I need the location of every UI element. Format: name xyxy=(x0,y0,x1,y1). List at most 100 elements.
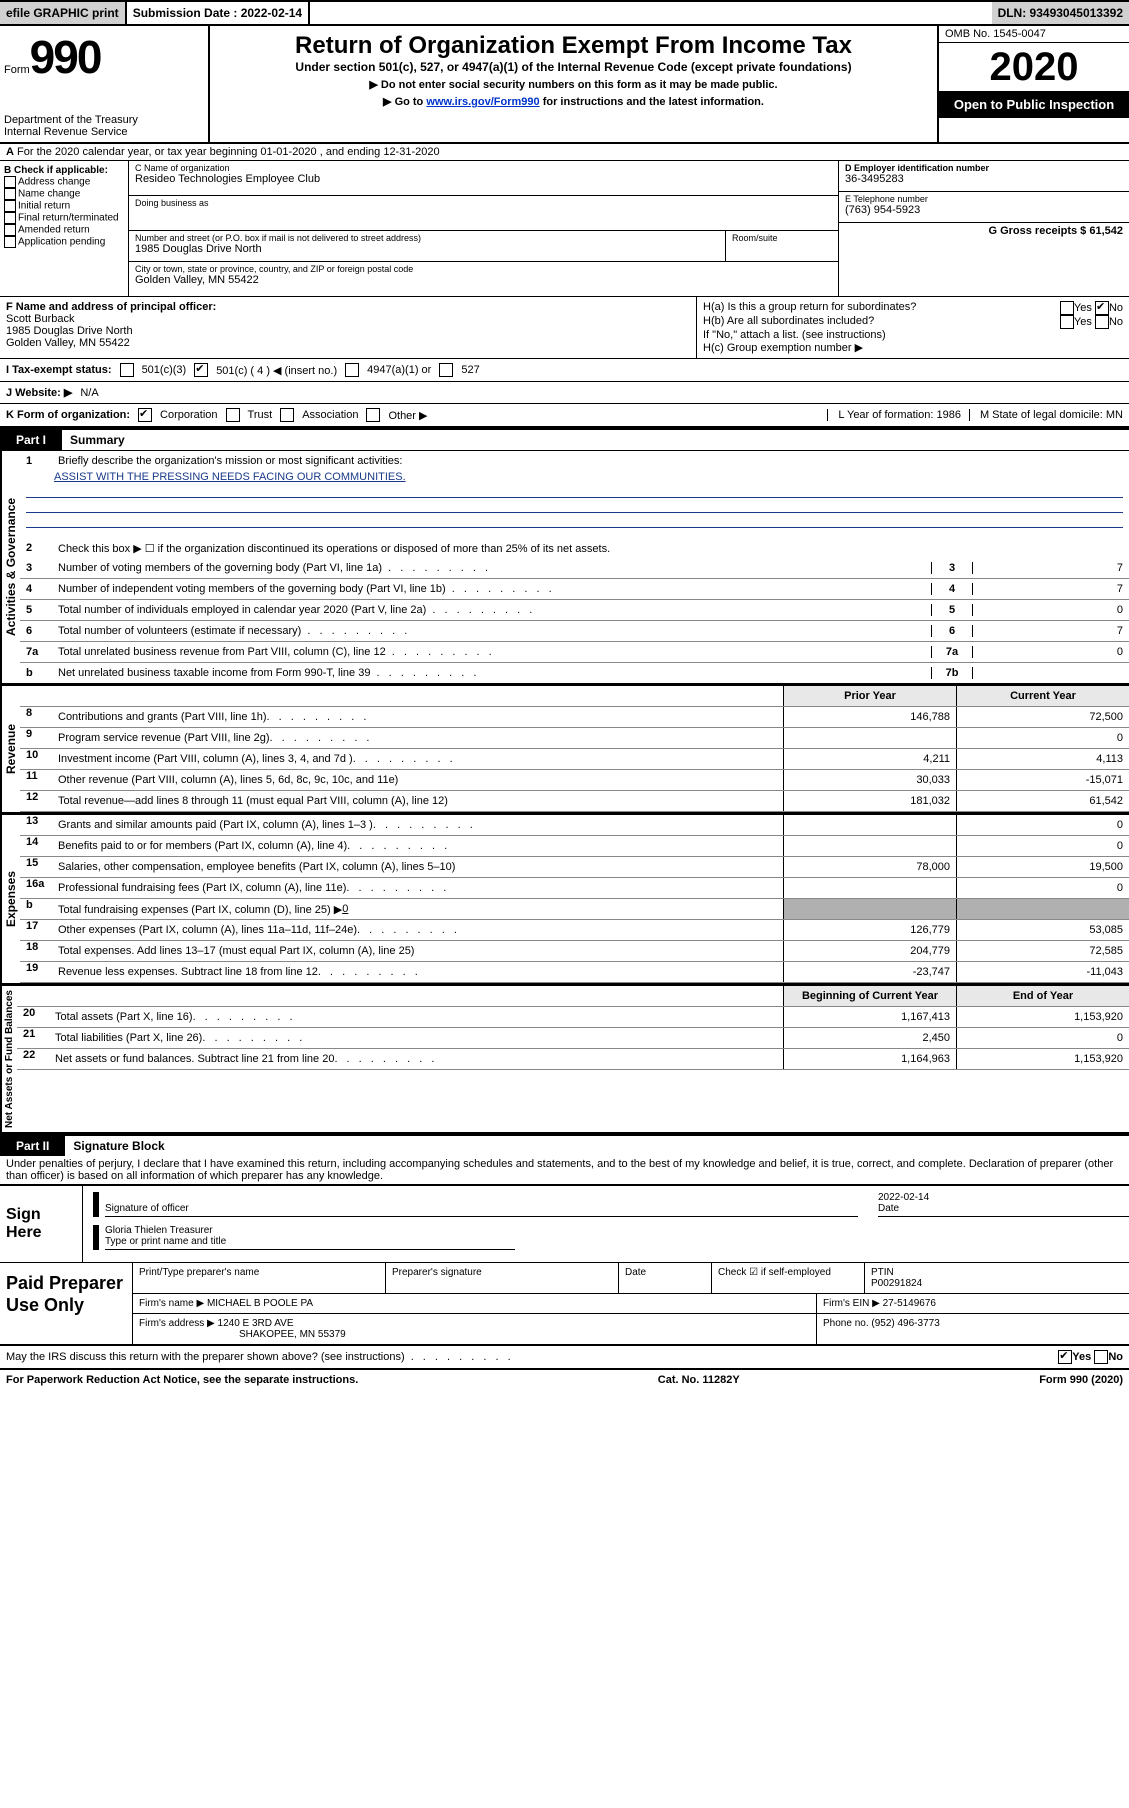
l19-prior: -23,747 xyxy=(784,962,957,982)
revenue-vlabel: Revenue xyxy=(0,686,20,812)
sig-date-value: 2022-02-14 xyxy=(878,1192,929,1203)
chk-527[interactable] xyxy=(439,363,453,377)
l6-val: 7 xyxy=(973,625,1129,637)
firm-ein: 27-5149676 xyxy=(883,1298,936,1309)
ha-yes[interactable] xyxy=(1060,301,1074,315)
l2-text: Check this box ▶ ☐ if the organization d… xyxy=(54,540,1129,557)
discuss-yes[interactable] xyxy=(1058,1350,1072,1364)
chk-assoc[interactable] xyxy=(280,408,294,422)
form990-link[interactable]: www.irs.gov/Form990 xyxy=(426,96,539,108)
chk-name[interactable]: Name change xyxy=(4,188,124,200)
firm-addr1: 1240 E 3RD AVE xyxy=(218,1318,294,1329)
street-label: Number and street (or P.O. box if mail i… xyxy=(135,233,719,243)
part2-title: Signature Block xyxy=(65,1136,172,1156)
instruction-1: Do not enter social security numbers on … xyxy=(216,78,931,91)
ein-box: D Employer identification number 36-3495… xyxy=(839,161,1129,192)
ha-no[interactable] xyxy=(1095,301,1109,315)
l22-text: Net assets or fund balances. Subtract li… xyxy=(51,1049,784,1069)
chk-corp[interactable] xyxy=(138,408,152,422)
l16b-text: Total fundraising expenses (Part IX, col… xyxy=(54,899,784,919)
firm-ein-box: Firm's EIN ▶ 27-5149676 xyxy=(817,1294,1129,1313)
hb-no[interactable] xyxy=(1095,315,1109,329)
org-name-box: C Name of organization Resideo Technolog… xyxy=(129,161,838,196)
part2-tag: Part II xyxy=(0,1136,65,1156)
form-subtitle: Under section 501(c), 527, or 4947(a)(1)… xyxy=(216,60,931,74)
l16a-current: 0 xyxy=(957,878,1129,898)
d-ein-label: D Employer identification number xyxy=(845,163,1123,173)
submission-date: Submission Date : 2022-02-14 xyxy=(127,2,310,24)
instr2-post: for instructions and the latest informat… xyxy=(540,96,764,108)
chk-final[interactable]: Final return/terminated xyxy=(4,212,124,224)
chk-address[interactable]: Address change xyxy=(4,176,124,188)
mission-blank1 xyxy=(26,483,1123,498)
chk-4947[interactable] xyxy=(345,363,359,377)
chk-501c3[interactable] xyxy=(120,363,134,377)
row-k: K Form of organization: Corporation Trus… xyxy=(0,404,1129,428)
expenses-section: Expenses 13Grants and similar amounts pa… xyxy=(0,814,1129,985)
chk-initial[interactable]: Initial return xyxy=(4,200,124,212)
prep-selfemp-label: Check ☑ if self-employed xyxy=(712,1263,865,1293)
part2-header: Part II Signature Block xyxy=(0,1134,1129,1156)
efile-label[interactable]: efile GRAPHIC print xyxy=(0,2,127,24)
l16b-prior-shaded xyxy=(784,899,957,919)
l19-text: Revenue less expenses. Subtract line 18 … xyxy=(54,962,784,982)
chk-trust[interactable] xyxy=(226,408,240,422)
l20-end: 1,153,920 xyxy=(957,1007,1129,1027)
revenue-section: Revenue Prior YearCurrent Year 8Contribu… xyxy=(0,685,1129,814)
form-prefix: Form xyxy=(4,64,30,76)
chk-pending[interactable]: Application pending xyxy=(4,236,124,248)
dln-number: DLN: 93493045013392 xyxy=(992,2,1129,24)
room-label: Room/suite xyxy=(732,233,832,243)
sig-officer-label: Signature of officer xyxy=(105,1203,189,1214)
mission-blank2 xyxy=(26,498,1123,513)
street-address: 1985 Douglas Drive North xyxy=(135,243,719,255)
part1-header: Part I Summary xyxy=(0,428,1129,450)
hc-label: H(c) Group exemption number ▶ xyxy=(703,341,1123,354)
l22-end: 1,153,920 xyxy=(957,1049,1129,1069)
gross-receipts: G Gross receipts $ 61,542 xyxy=(839,223,1129,253)
l12-prior: 181,032 xyxy=(784,791,957,811)
form-title: Return of Organization Exempt From Incom… xyxy=(216,32,931,60)
l11-prior: 30,033 xyxy=(784,770,957,790)
signature-body: Signature of officer 2022-02-14Date Glor… xyxy=(83,1186,1129,1262)
prep-date-label: Date xyxy=(619,1263,712,1293)
l1-text: Briefly describe the organization's miss… xyxy=(54,453,1129,469)
open-public-inspection: Open to Public Inspection xyxy=(939,91,1129,118)
city-label: City or town, state or province, country… xyxy=(135,264,832,274)
l14-text: Benefits paid to or for members (Part IX… xyxy=(54,836,784,856)
city-box: City or town, state or province, country… xyxy=(129,262,838,296)
hb-yes[interactable] xyxy=(1060,315,1074,329)
end-year-header: End of Year xyxy=(957,986,1129,1006)
l11-text: Other revenue (Part VIII, column (A), li… xyxy=(54,770,784,790)
chk-501c[interactable] xyxy=(194,363,208,377)
footer-right: Form 990 (2020) xyxy=(1039,1374,1123,1386)
l11-current: -15,071 xyxy=(957,770,1129,790)
ptin-value: P00291824 xyxy=(871,1278,922,1289)
title-box: Return of Organization Exempt From Incom… xyxy=(210,26,937,142)
instruction-2: ▶ Go to www.irs.gov/Form990 for instruct… xyxy=(216,95,931,108)
ein-value: 36-3495283 xyxy=(845,173,1123,185)
l17-prior: 126,779 xyxy=(784,920,957,940)
l17-text: Other expenses (Part IX, column (A), lin… xyxy=(54,920,784,940)
discuss-no[interactable] xyxy=(1094,1350,1108,1364)
h-section: H(a) Is this a group return for subordin… xyxy=(697,297,1129,358)
officer-addr1: 1985 Douglas Drive North xyxy=(6,325,690,337)
footer-left: For Paperwork Reduction Act Notice, see … xyxy=(6,1374,358,1386)
officer-h-row: F Name and address of principal officer:… xyxy=(0,297,1129,359)
chk-amended[interactable]: Amended return xyxy=(4,224,124,236)
l8-prior: 146,788 xyxy=(784,707,957,727)
street-box: Number and street (or P.O. box if mail i… xyxy=(129,231,838,262)
chk-other[interactable] xyxy=(366,408,380,422)
m-state-domicile: M State of legal domicile: MN xyxy=(969,409,1123,421)
phone-value: (763) 954-5923 xyxy=(845,204,1123,216)
l20-text: Total assets (Part X, line 16) xyxy=(51,1007,784,1027)
dba-label: Doing business as xyxy=(135,198,832,208)
l21-text: Total liabilities (Part X, line 26) xyxy=(51,1028,784,1048)
hb-label: H(b) Are all subordinates included? xyxy=(703,315,874,329)
signature-section: Sign Here Signature of officer 2022-02-1… xyxy=(0,1184,1129,1263)
l16a-text: Professional fundraising fees (Part IX, … xyxy=(54,878,784,898)
l3-val: 7 xyxy=(973,562,1129,574)
omb-number: OMB No. 1545-0047 xyxy=(939,26,1129,43)
perjury-declaration: Under penalties of perjury, I declare th… xyxy=(0,1156,1129,1184)
current-year-header: Current Year xyxy=(957,686,1129,706)
